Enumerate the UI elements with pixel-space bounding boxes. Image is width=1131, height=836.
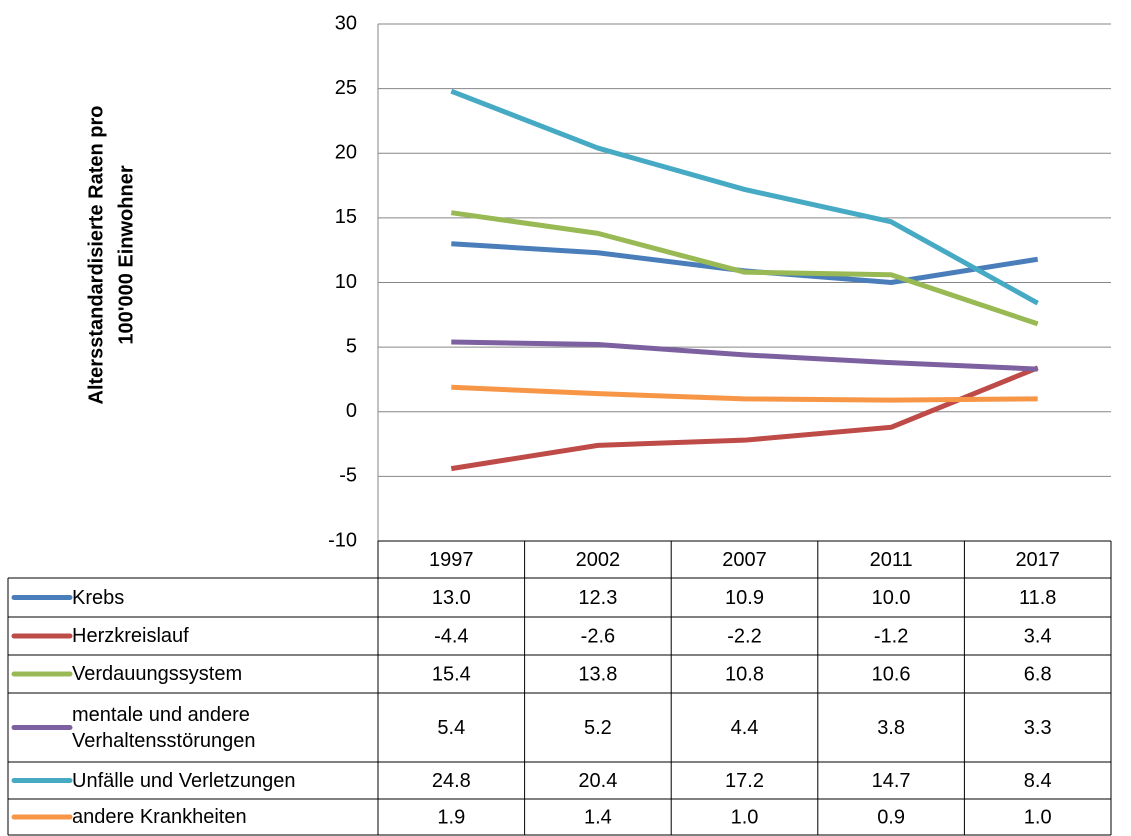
legend-cell: mentale und andere Verhaltensstörungen xyxy=(72,693,374,762)
table-value: 10.0 xyxy=(872,587,911,609)
legend-cell: Verdauungssystem xyxy=(72,655,374,693)
series-line xyxy=(451,339,1038,372)
legend-label: Verdauungssystem xyxy=(72,663,243,685)
table-value: 3.8 xyxy=(877,717,905,739)
y-tick-label: 0 xyxy=(346,400,357,422)
table-value: -4.4 xyxy=(434,625,468,647)
y-tick-label: 5 xyxy=(346,335,357,357)
y-tick-label: 25 xyxy=(335,77,357,99)
table-value: 5.2 xyxy=(584,717,612,739)
legend-label: andere Krankheiten xyxy=(72,806,247,828)
legend-cell: Unfälle und Verletzungen xyxy=(72,762,374,799)
legend-label-box: andere Krankheiten xyxy=(72,799,374,835)
x-tick-label: 2002 xyxy=(576,549,621,571)
table-value: 0.9 xyxy=(877,806,905,828)
y-axis-title-line: Altersstandardisierte Raten pro xyxy=(85,106,107,405)
legend-label-box: mentale und andere Verhaltensstörungen xyxy=(72,693,374,762)
y-tick-label: 10 xyxy=(335,271,357,293)
table-value: 15.4 xyxy=(432,663,471,685)
legend-cell: andere Krankheiten xyxy=(72,799,374,835)
legend-label-box: Verdauungssystem xyxy=(72,655,374,693)
series-line xyxy=(450,365,1039,472)
table-value: 20.4 xyxy=(578,770,617,792)
table-value: 3.4 xyxy=(1024,625,1052,647)
series-line xyxy=(450,88,1039,306)
y-tick-label: -5 xyxy=(339,465,357,487)
table-value: 10.9 xyxy=(725,587,764,609)
table-value: 10.8 xyxy=(725,663,764,685)
table-value: 13.8 xyxy=(578,663,617,685)
legend-label-box: Krebs xyxy=(72,578,374,617)
table-value: 1.9 xyxy=(437,806,465,828)
legend-cell: Krebs xyxy=(72,578,374,617)
y-tick-label: 30 xyxy=(335,12,357,34)
legend-label: Unfälle und Verletzungen xyxy=(72,769,296,792)
table-value: -2.6 xyxy=(581,625,615,647)
table-value: 6.8 xyxy=(1024,663,1052,685)
y-tick-label: -10 xyxy=(328,529,357,551)
y-axis-title-line: 100'000 Einwohner xyxy=(115,165,137,344)
series-line xyxy=(451,241,1039,285)
table-value: -2.2 xyxy=(727,625,761,647)
legend-label-box: Herzkreislauf xyxy=(72,617,374,655)
x-tick-label: 2007 xyxy=(722,549,767,571)
table-value: 5.4 xyxy=(437,717,465,739)
table-value: 17.2 xyxy=(725,770,764,792)
table-value: 13.0 xyxy=(432,587,471,609)
table-value: 1.0 xyxy=(1024,806,1052,828)
legend-label-box: Unfälle und Verletzungen xyxy=(72,762,374,799)
table-value: 4.4 xyxy=(731,717,759,739)
table-value: 1.0 xyxy=(731,806,759,828)
table-value: 12.3 xyxy=(578,587,617,609)
table-value: 14.7 xyxy=(872,770,911,792)
legend-cell: Herzkreislauf xyxy=(72,617,374,655)
legend-label: Krebs xyxy=(72,586,125,609)
series-line xyxy=(450,210,1039,327)
x-tick-label: 2017 xyxy=(1015,549,1060,571)
x-tick-label: 2011 xyxy=(870,549,913,571)
table-value: 10.6 xyxy=(872,663,911,685)
table-value: 11.8 xyxy=(1019,587,1056,609)
table-value: 24.8 xyxy=(432,770,471,792)
legend-label: Herzkreislauf xyxy=(72,625,189,647)
table-value: 1.4 xyxy=(584,806,612,828)
series-line xyxy=(451,384,1038,403)
table-value: 8.4 xyxy=(1024,770,1052,792)
y-tick-label: 20 xyxy=(335,142,357,164)
table-value: -1.2 xyxy=(874,625,908,647)
y-axis-title: Altersstandardisierte Raten pro 100'000 … xyxy=(85,106,137,405)
x-tick-label: 1997 xyxy=(429,549,474,571)
legend-label: mentale und andere Verhaltensstörungen xyxy=(72,703,256,752)
y-tick-label: 15 xyxy=(335,206,357,228)
table-value: 3.3 xyxy=(1024,717,1052,739)
